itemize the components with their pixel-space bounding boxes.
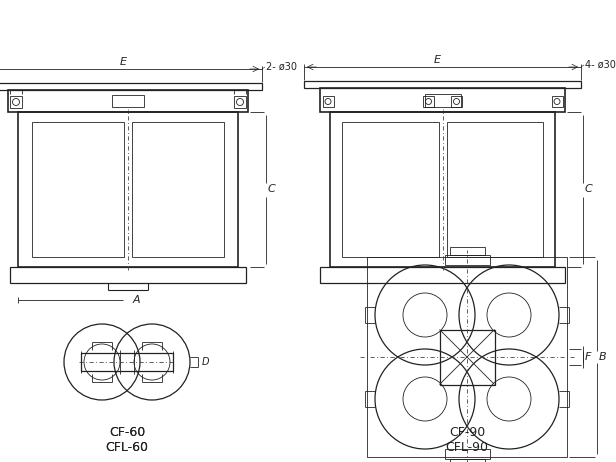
Bar xyxy=(18,112,238,267)
Bar xyxy=(551,96,562,107)
Bar xyxy=(423,96,434,107)
Text: D: D xyxy=(202,357,209,367)
Text: A: A xyxy=(132,295,140,305)
Bar xyxy=(234,96,246,108)
Bar xyxy=(450,459,485,462)
Text: B: B xyxy=(599,352,607,362)
Bar xyxy=(112,95,144,107)
Bar xyxy=(450,247,485,255)
Bar xyxy=(304,81,581,88)
Bar xyxy=(10,96,22,108)
Bar xyxy=(323,96,333,107)
Bar xyxy=(445,255,490,265)
Bar xyxy=(320,267,565,283)
Bar xyxy=(445,449,490,459)
Bar xyxy=(447,122,543,257)
Bar xyxy=(330,112,555,267)
Bar xyxy=(10,267,246,283)
Text: C: C xyxy=(268,184,276,195)
Bar xyxy=(320,88,565,112)
Bar xyxy=(132,122,224,257)
Text: CF-60
CFL-60: CF-60 CFL-60 xyxy=(105,426,148,454)
Bar xyxy=(81,353,173,371)
Text: 2- ø30: 2- ø30 xyxy=(266,62,297,72)
Bar xyxy=(367,257,567,457)
Text: E: E xyxy=(434,55,441,65)
Text: E: E xyxy=(120,57,126,67)
Text: CF-90
CFL-90: CF-90 CFL-90 xyxy=(445,426,488,454)
Bar xyxy=(451,96,462,107)
Text: F: F xyxy=(585,352,591,362)
Bar xyxy=(439,329,495,384)
Bar xyxy=(8,90,248,112)
Bar xyxy=(32,122,124,257)
Bar xyxy=(342,122,439,257)
Text: 4- ø30: 4- ø30 xyxy=(585,60,616,70)
Text: C: C xyxy=(585,184,593,195)
Text: CF-60
CFL-60: CF-60 CFL-60 xyxy=(105,426,148,454)
Bar xyxy=(424,94,461,107)
Bar xyxy=(0,83,262,90)
